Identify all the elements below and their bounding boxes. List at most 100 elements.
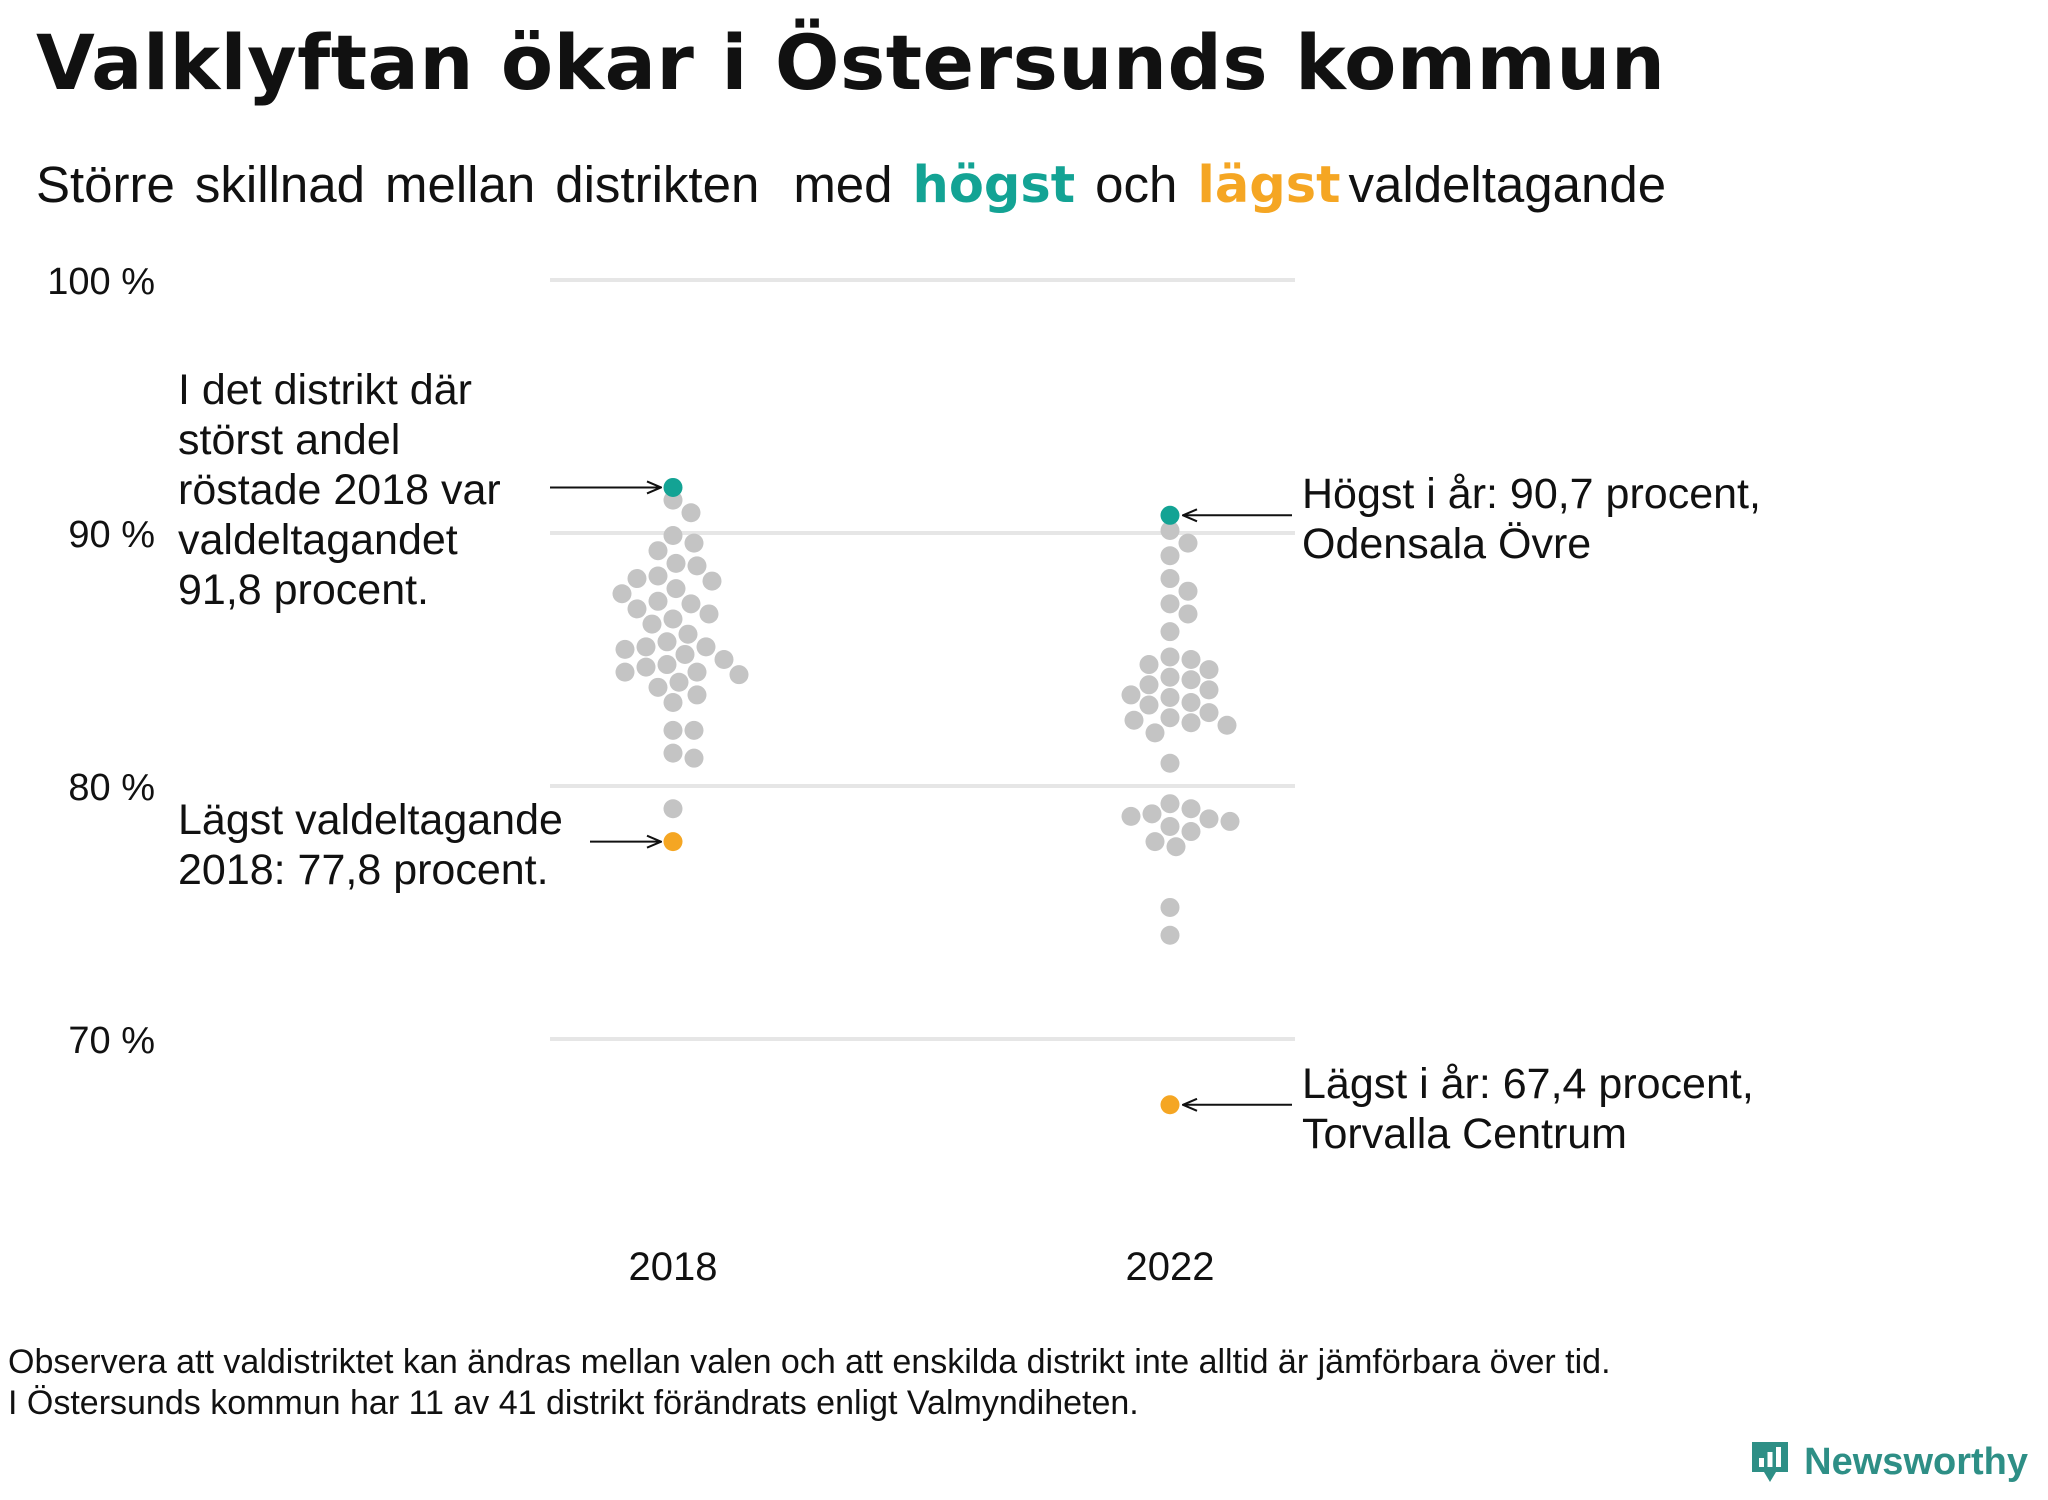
footnote-line: Observera att valdistriktet kan ändras m… (8, 1343, 1611, 1381)
data-point (1139, 695, 1159, 715)
data-point (1139, 655, 1159, 675)
data-point (642, 614, 662, 634)
x-tick-label: 2022 (1126, 1245, 1215, 1289)
data-point (669, 672, 689, 692)
subtitle-word: mellan (384, 156, 536, 213)
annotation-low-2018: Lägst valdeltagande 2018: 77,8 procent. (178, 796, 563, 894)
data-point (1181, 670, 1201, 690)
data-point (1160, 667, 1180, 687)
data-point (663, 743, 683, 763)
data-point (714, 650, 734, 669)
y-tick-label: 100 % (47, 261, 155, 303)
brand-logo[interactable]: Newsworthy (1748, 1438, 2028, 1486)
data-point (1199, 809, 1219, 829)
data-point (1160, 816, 1180, 836)
data-point (1199, 703, 1219, 723)
annotation-low-2022-line: Lägst i år: 67,4 procent, (1302, 1060, 1754, 1108)
data-point (1160, 925, 1180, 945)
data-point (648, 566, 668, 586)
data-point (627, 569, 647, 589)
annotation-low-2022-line: Torvalla Centrum (1302, 1110, 1627, 1158)
data-point (1181, 693, 1201, 713)
data-point (1160, 622, 1180, 642)
data-point (636, 657, 656, 677)
chart-title: Valklyftan ökar i Östersunds kommun (36, 18, 1666, 107)
annotation-arrows (550, 487, 1292, 1104)
data-point (648, 677, 668, 697)
data-point (627, 599, 647, 619)
data-point (657, 655, 677, 675)
chart-subtitle: Större skillnad mellan distrikten med högst oc… (36, 155, 1686, 215)
data-point (1160, 897, 1180, 917)
data-point (684, 748, 704, 768)
subtitle-word: skillnad (194, 156, 365, 213)
annotations: I det distrikt där störst andel röstade 20… (178, 366, 1761, 1158)
subtitle-lowest-word: lägst (1197, 156, 1341, 215)
data-point (687, 662, 707, 682)
data-point (663, 799, 683, 819)
lowest-point (1160, 1095, 1180, 1115)
lowest-point (663, 832, 683, 852)
footnote-line: I Östersunds kommun har 11 av 41 distrik… (8, 1384, 1139, 1422)
data-point (1160, 794, 1180, 814)
data-point (666, 553, 686, 573)
subtitle-word: med (793, 156, 893, 213)
data-point (1160, 546, 1180, 566)
data-point (648, 541, 668, 561)
data-point (699, 604, 719, 624)
data-point (1124, 710, 1144, 730)
annotation-low-2022: Lägst i år: 67,4 procent, Torvalla Centru… (1302, 1060, 1754, 1158)
subtitle-word: distrikten (555, 156, 760, 213)
data-point (636, 637, 656, 657)
annotation-high-2018-line: 91,8 procent. (178, 566, 429, 614)
y-axis-labels: 100 % 90 % 80 % 70 % (47, 261, 155, 1062)
annotation-low-2018-line: Lägst valdeltagande (178, 796, 563, 844)
data-point (684, 533, 704, 553)
data-point (1181, 822, 1201, 842)
data-point (1160, 569, 1180, 589)
data-point (1181, 713, 1201, 733)
data-point (681, 594, 701, 614)
y-tick-label: 90 % (68, 514, 155, 556)
data-point (663, 720, 683, 740)
data-point (1145, 723, 1165, 743)
beeswarm-chart: 100 % 90 % 80 % 70 % 2018 2022 I det distrik… (47, 261, 1761, 1289)
data-point (648, 591, 668, 611)
data-point (702, 571, 722, 591)
data-point (696, 637, 716, 657)
data-point (1160, 687, 1180, 707)
data-point (684, 720, 704, 740)
data-point (1142, 804, 1162, 824)
data-point (1178, 581, 1198, 601)
data-point (663, 693, 683, 713)
data-point (1181, 799, 1201, 819)
data-point (1160, 753, 1180, 773)
data-point (612, 584, 632, 604)
data-point (1220, 811, 1240, 831)
data-point (1178, 604, 1198, 624)
highest-point (1160, 505, 1180, 525)
data-point (1145, 832, 1165, 852)
data-point (1160, 708, 1180, 728)
data-points (612, 477, 1240, 1115)
y-tick-label: 80 % (68, 767, 155, 809)
highest-point (663, 477, 683, 497)
annotation-high-2018-line: valdeltagandet (178, 516, 458, 564)
annotation-high-2022-line: Odensala Övre (1302, 520, 1591, 568)
data-point (1160, 594, 1180, 614)
footnote: Observera att valdistriktet kan ändras m… (8, 1342, 1611, 1424)
data-point (678, 624, 698, 644)
y-tick-label: 70 % (68, 1020, 155, 1062)
data-point (1121, 685, 1141, 705)
data-point (663, 526, 683, 546)
data-point (1139, 675, 1159, 695)
data-point (681, 503, 701, 523)
data-point (663, 609, 683, 629)
data-point (615, 639, 635, 659)
data-point (1181, 650, 1201, 669)
annotation-high-2018-line: röstade 2018 var (178, 466, 501, 514)
data-point (687, 685, 707, 705)
annotation-high-2018-line: I det distrikt där (178, 366, 472, 414)
data-point (1166, 837, 1186, 857)
annotation-low-2018-line: 2018: 77,8 procent. (178, 846, 549, 894)
